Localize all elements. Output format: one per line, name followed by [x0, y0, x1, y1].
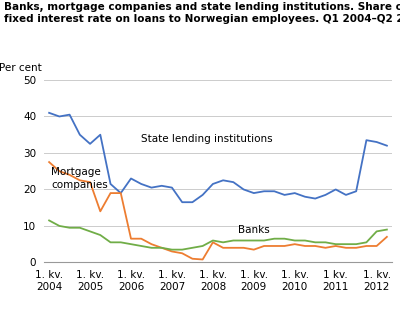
Text: Per cent: Per cent — [0, 63, 42, 73]
Text: Banks: Banks — [238, 225, 270, 235]
Text: fixed interest rate on loans to Norwegian employees. Q1 2004–Q2 2012: fixed interest rate on loans to Norwegia… — [4, 14, 400, 24]
Text: State lending institutions: State lending institutions — [141, 134, 273, 144]
Text: Banks, mortgage companies and state lending institutions. Share of: Banks, mortgage companies and state lend… — [4, 2, 400, 12]
Text: Mortgage
companies: Mortgage companies — [51, 167, 108, 190]
